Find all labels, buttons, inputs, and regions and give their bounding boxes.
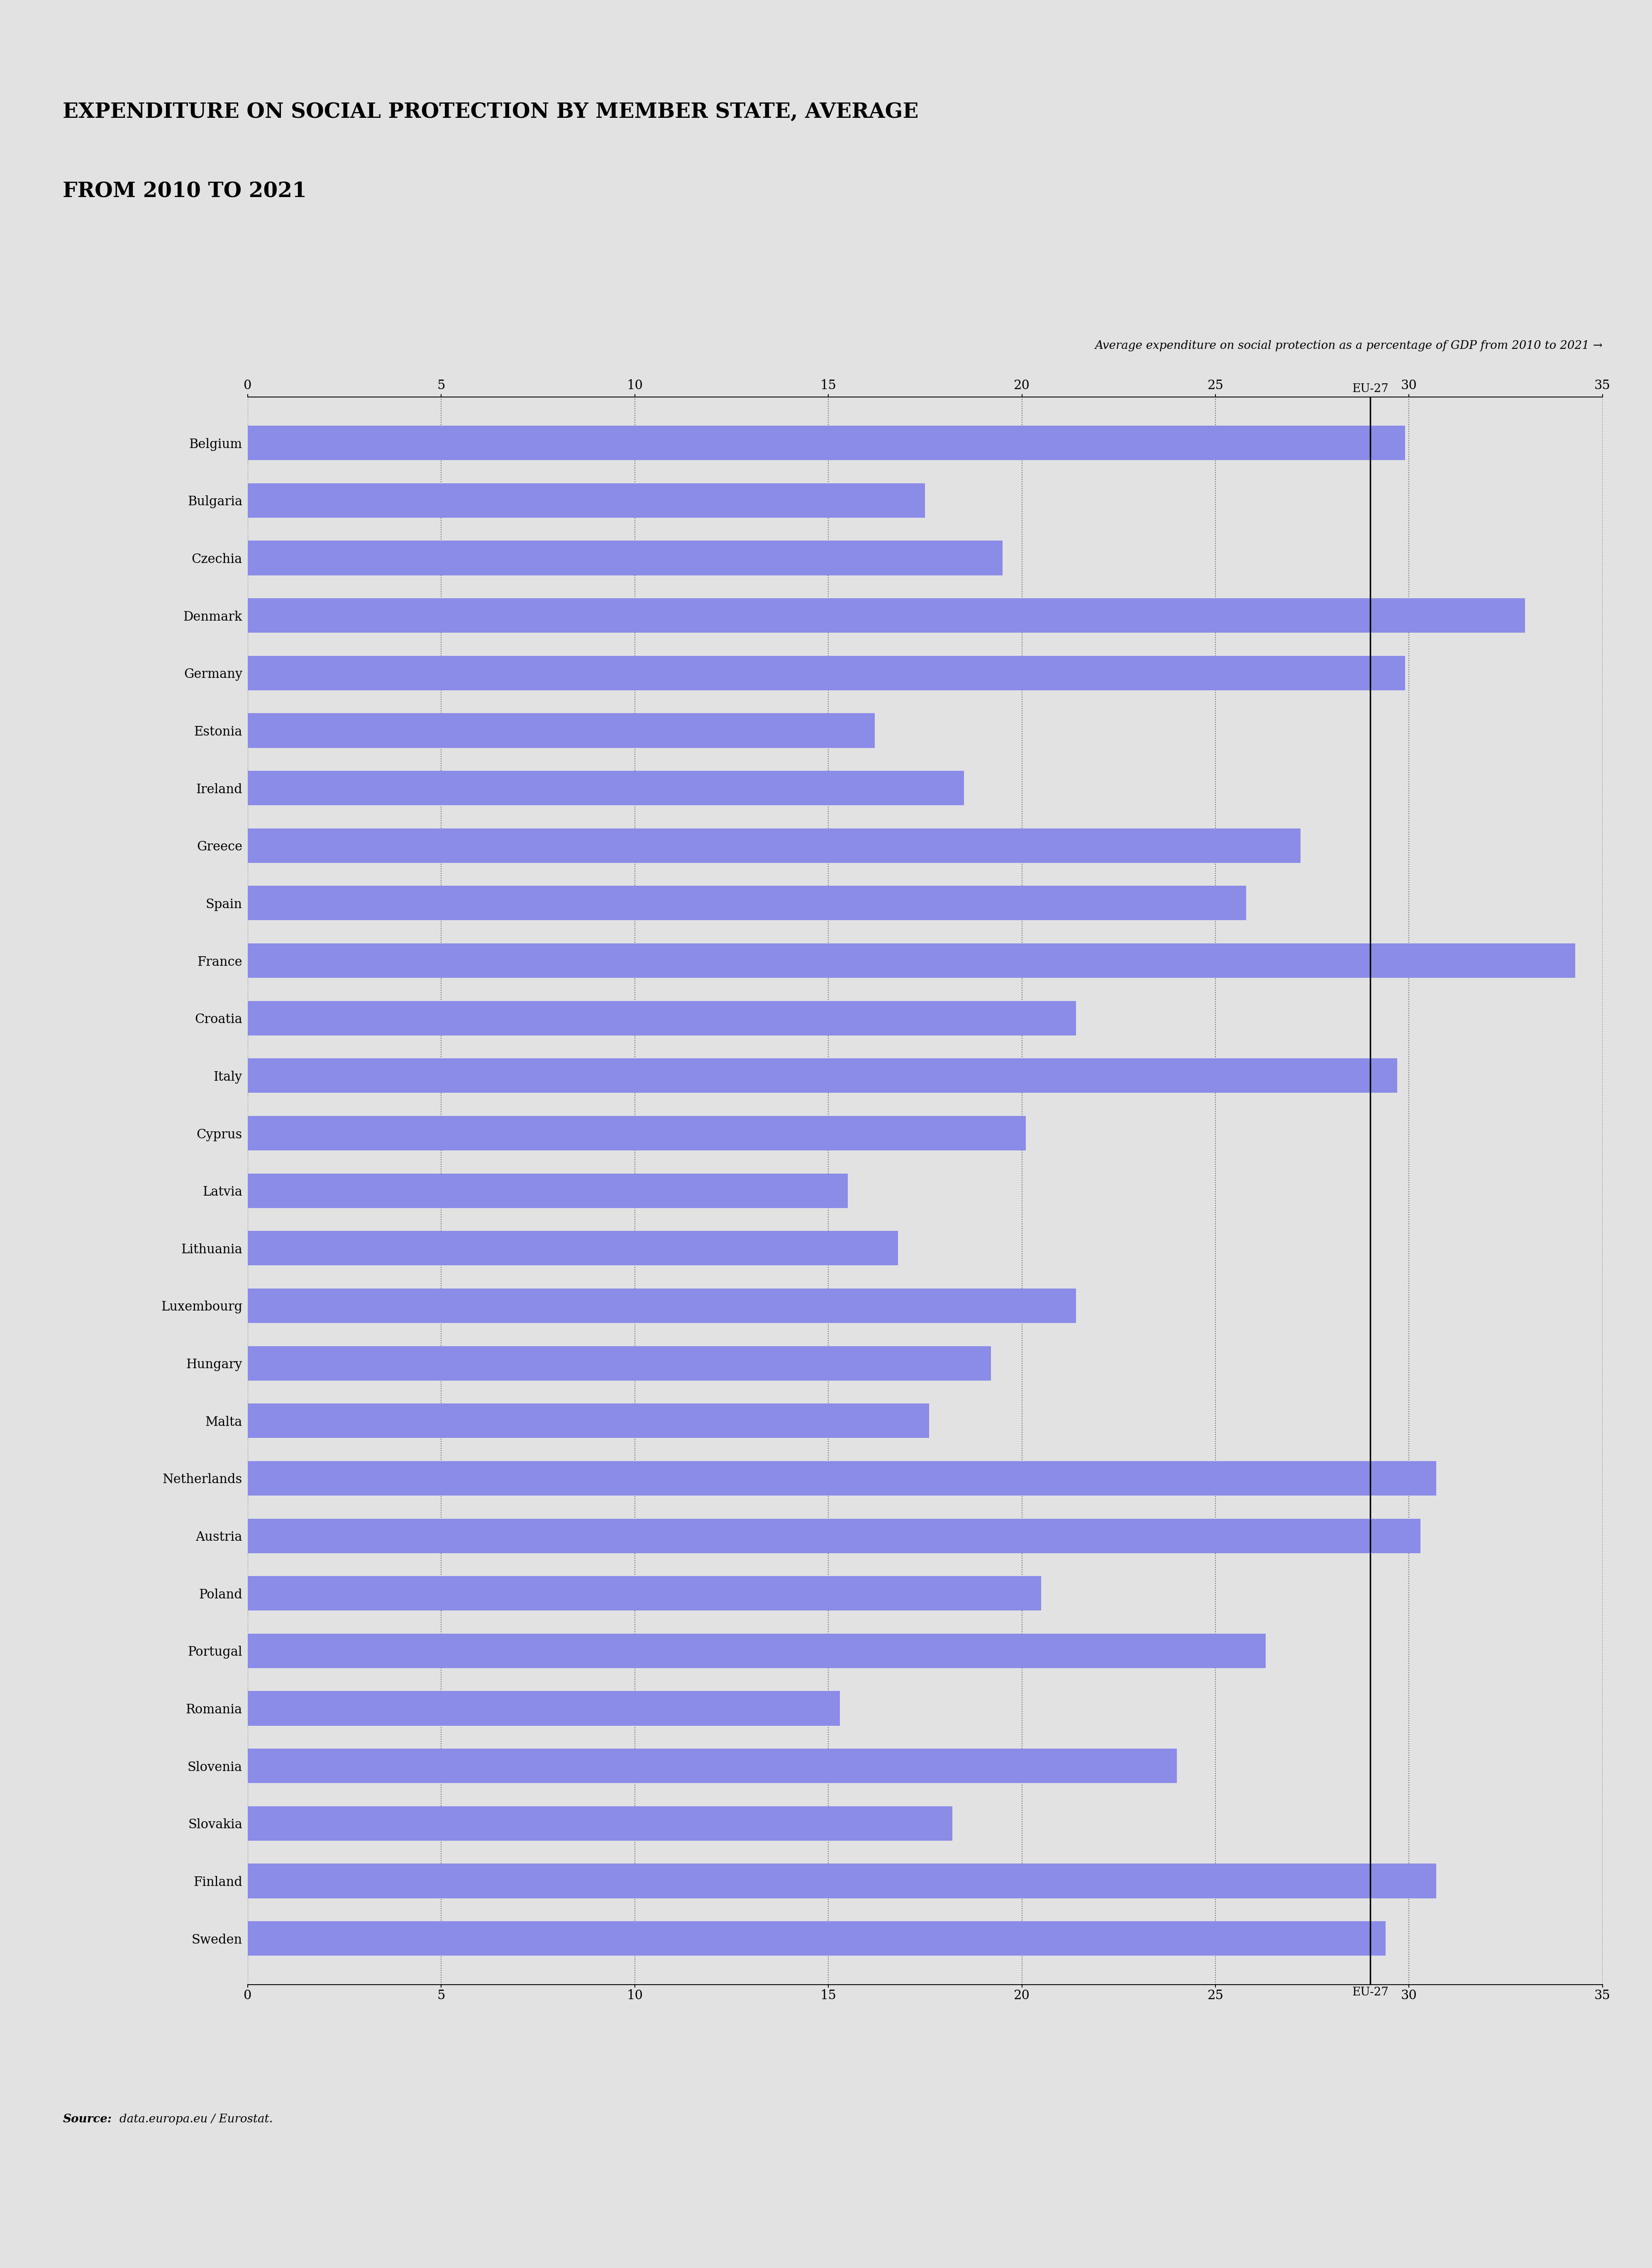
Text: EXPENDITURE ON SOCIAL PROTECTION BY MEMBER STATE, AVERAGE: EXPENDITURE ON SOCIAL PROTECTION BY MEMB… <box>63 102 919 122</box>
Bar <box>248 1173 847 1209</box>
Bar <box>248 1116 1026 1150</box>
Bar <box>248 1232 899 1266</box>
Bar <box>248 655 1406 689</box>
Text: Average expenditure on social protection as a percentage of GDP from 2010 to 202: Average expenditure on social protection… <box>1095 340 1602 352</box>
Bar <box>248 1000 1075 1036</box>
Bar <box>248 771 963 805</box>
Bar <box>248 1520 1421 1554</box>
Bar <box>248 712 876 748</box>
Bar <box>248 1059 1398 1093</box>
Bar <box>248 540 1003 576</box>
Text: Source:: Source: <box>63 2114 112 2125</box>
Bar <box>248 1633 1265 1669</box>
Bar <box>248 887 1246 921</box>
Bar <box>248 1864 1436 1898</box>
Bar <box>248 1576 1041 1610</box>
Bar <box>248 943 1576 978</box>
Bar <box>248 1461 1436 1495</box>
Bar <box>248 1692 839 1726</box>
Text: FROM 2010 TO 2021: FROM 2010 TO 2021 <box>63 181 307 202</box>
Bar <box>248 828 1300 862</box>
Bar <box>248 1749 1176 1783</box>
Bar <box>248 483 925 517</box>
Bar <box>248 1805 952 1842</box>
Bar <box>248 1345 991 1381</box>
Text: EU-27: EU-27 <box>1351 1987 1388 1998</box>
Text: data.europa.eu / Eurostat.: data.europa.eu / Eurostat. <box>116 2114 273 2125</box>
Bar <box>248 1921 1386 1955</box>
Bar <box>248 1404 928 1438</box>
Bar <box>248 1288 1075 1322</box>
Bar <box>248 599 1525 633</box>
Text: EU-27: EU-27 <box>1351 383 1388 395</box>
Bar <box>248 426 1406 460</box>
